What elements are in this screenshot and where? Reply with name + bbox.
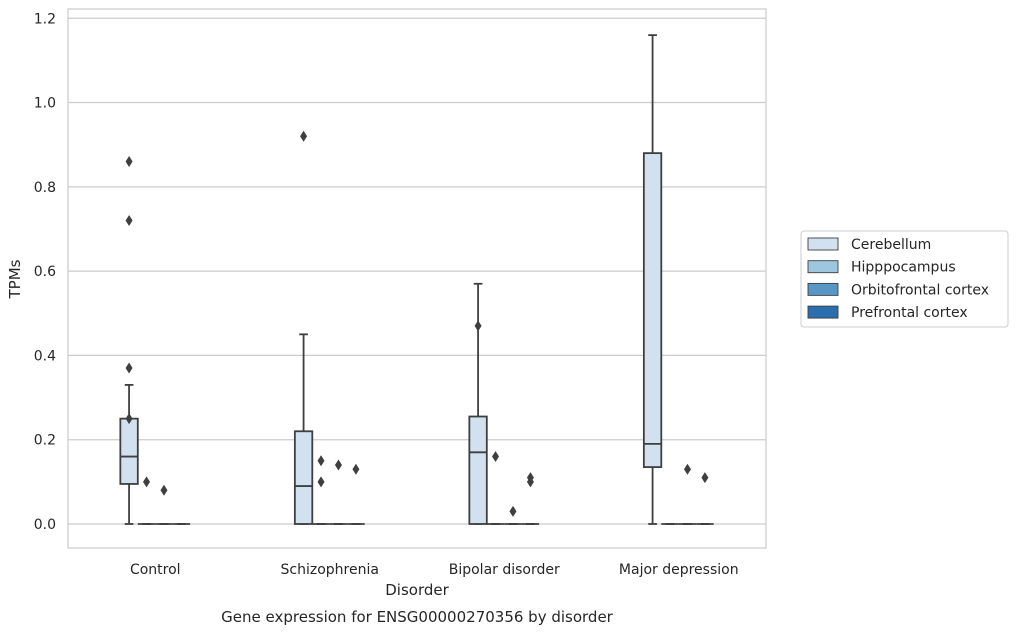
legend: Cerebellum Hipppocampus Orbitofrontal cort… (800, 230, 1009, 328)
y-tick-label: 1.2 (34, 11, 56, 27)
outlier-marker (352, 463, 360, 475)
legend-label: Prefrontal cortex (851, 305, 968, 321)
box-2-1 (329, 459, 348, 525)
outlier-marker (125, 362, 133, 374)
outlier-marker (143, 476, 151, 488)
box-3-3 (696, 472, 714, 525)
box-0-1 (293, 130, 314, 525)
outlier-marker (125, 156, 133, 168)
outlier-marker (526, 476, 534, 488)
box-1-0 (137, 476, 156, 525)
outlier-marker (125, 215, 133, 227)
box-2-3 (678, 463, 697, 525)
x-axis-label: Disorder (385, 581, 449, 599)
y-tick-label: 0.2 (34, 433, 56, 449)
box-marks (119, 34, 714, 525)
legend-label: Hipppocampus (851, 260, 956, 276)
box-0-2 (468, 282, 488, 525)
outlier-marker (317, 455, 325, 467)
y-tick-label: 0.4 (34, 348, 56, 364)
outlier-marker (509, 505, 517, 517)
box-iqr (293, 430, 314, 525)
box-1-2 (486, 451, 505, 525)
legend-item: Cerebellum (807, 237, 931, 253)
box-iqr (642, 152, 663, 468)
outlier-marker (317, 476, 325, 488)
y-tick-label: 1.0 (34, 96, 56, 112)
outlier-marker (701, 472, 709, 484)
legend-item: Prefrontal cortex (807, 305, 968, 321)
box-3-2 (521, 472, 540, 525)
legend-swatch (807, 282, 839, 296)
x-axis-ticks: Control Schizophrenia Bipolar disorder Majo… (130, 562, 739, 578)
legend-swatch (807, 260, 839, 274)
legend-label: Orbitofrontal cortex (851, 282, 989, 298)
box-2-2 (504, 505, 522, 525)
box-2-0 (155, 484, 173, 525)
legend-item: Hipppocampus (807, 260, 956, 276)
legend-swatch (807, 305, 839, 319)
legend-swatch (807, 237, 839, 251)
outlier-marker (492, 451, 500, 463)
outlier-marker (125, 413, 133, 425)
x-tick-label: Control (130, 562, 181, 578)
y-tick-label: 0.8 (34, 180, 56, 196)
gridlines (68, 17, 766, 525)
y-tick-label: 0.0 (34, 517, 56, 533)
legend-frame (800, 230, 1009, 328)
outlier-marker (334, 459, 342, 471)
outlier-marker (683, 463, 691, 475)
box-3-1 (347, 463, 365, 525)
legend-label: Cerebellum (851, 237, 931, 253)
x-tick-label: Schizophrenia (281, 562, 379, 578)
outlier-marker (474, 320, 482, 332)
box-iqr (119, 417, 139, 485)
box-iqr (468, 415, 488, 525)
x-tick-label: Major depression (619, 562, 739, 578)
outlier-marker (300, 130, 308, 142)
outlier-marker (160, 484, 168, 496)
plot-area-frame (67, 8, 767, 549)
y-axis-label: TPMs (6, 259, 24, 299)
y-tick-label: 0.6 (34, 264, 56, 280)
y-axis-ticks: 0.0 0.2 0.4 0.6 0.8 1.0 1.2 (34, 11, 56, 533)
chart-title: Gene expression for ENSG00000270356 by d… (221, 608, 614, 626)
legend-item: Orbitofrontal cortex (807, 282, 989, 298)
box-0-3 (642, 34, 663, 525)
box-1-1 (312, 455, 330, 525)
box-0-0 (119, 156, 139, 525)
x-tick-label: Bipolar disorder (449, 562, 560, 578)
